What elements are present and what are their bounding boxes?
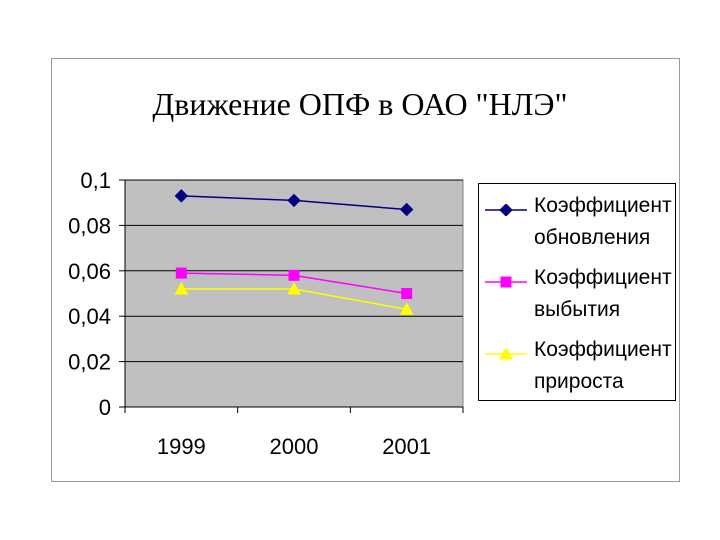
y-tick-label: 0,1 [80,168,111,193]
x-tick-label: 1999 [157,434,206,459]
data-point [288,269,300,281]
y-tick-label: 0,04 [68,304,111,329]
data-point [399,202,414,217]
legend-label-renewal: Коэффициент обновления [534,194,672,249]
x-tick-label: 2000 [270,434,319,459]
y-tick-label: 0,06 [68,259,111,284]
data-point [175,267,187,279]
data-point [287,281,301,295]
legend-item-renewal: Коэффициент обновления [479,190,675,250]
legend-marker [499,348,513,360]
data-point [399,302,414,315]
x-tick-label: 2001 [382,434,431,459]
legend-marker [500,276,512,288]
data-point [401,288,413,299]
y-tick-label: 0,02 [68,350,111,375]
legend-label-growth: Коэффициент прироста [534,338,672,393]
data-point [174,281,189,295]
y-tick-label: 0 [99,395,111,420]
legend-marker [499,204,513,216]
chart-title: Движение ОПФ в ОАО "НЛЭ" [152,86,568,122]
legend-label-retirement: Коэффициент выбытия [534,266,672,321]
legend-swatch-growth [485,348,527,360]
data-point [287,193,301,208]
chart-legend: Коэффициент обновления Коэффициент выбыт… [478,183,676,401]
legend-swatch-retirement [485,276,527,288]
data-point [174,189,189,203]
legend-swatch-renewal [485,204,527,216]
legend-item-growth: Коэффициент прироста [479,334,675,394]
legend-item-retirement: Коэффициент выбытия [479,262,675,322]
y-tick-label: 0,08 [68,213,111,238]
